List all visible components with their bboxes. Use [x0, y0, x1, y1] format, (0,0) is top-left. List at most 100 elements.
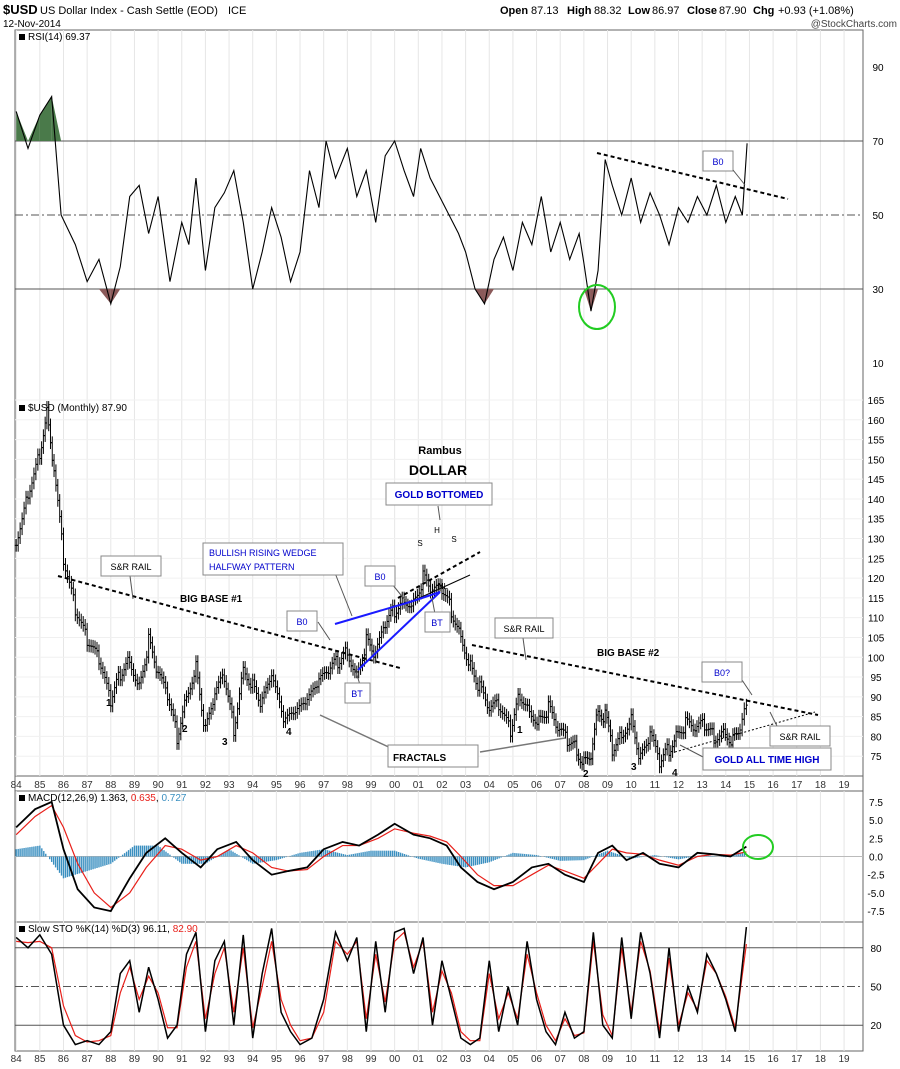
xaxis-tick-label: 14 — [720, 780, 732, 791]
price-tick-label: 85 — [870, 713, 882, 724]
nl-label: NL — [438, 582, 449, 591]
xaxis-tick-label: 09 — [602, 1054, 614, 1065]
xaxis-tick-label: 06 — [531, 780, 543, 791]
fractals-box — [387, 744, 479, 768]
xaxis-tick-label: 17 — [791, 780, 803, 791]
rsi-trendline — [596, 152, 789, 200]
base2-support-line — [674, 711, 816, 753]
xaxis-tick-label: 08 — [578, 1054, 590, 1065]
xaxis-tick-label: 02 — [436, 1054, 448, 1065]
price-layer — [14, 399, 863, 774]
rsi-tick-label: 30 — [872, 285, 884, 296]
macd-signal-value: 0.635 — [131, 793, 156, 804]
macd-tick-label: -7.5 — [867, 907, 885, 918]
xaxis-tick-label: 90 — [153, 780, 165, 791]
sr-rail-2-box — [494, 617, 554, 639]
xaxis-tick-label: 90 — [153, 1054, 165, 1065]
bo-q-box — [701, 661, 743, 683]
rsi-bo-label: B0 — [712, 157, 723, 167]
xaxis-tick-label: 84 — [11, 1054, 23, 1065]
rsi-tick-label: 90 — [872, 63, 884, 74]
h-label: H — [434, 526, 440, 535]
xaxis-tick-label: 12 — [673, 780, 685, 791]
rsi-highlight-circle — [578, 284, 616, 330]
description-label: US Dollar Index - Cash Settle (EOD) — [40, 5, 218, 17]
fractals-label: FRACTALS — [393, 753, 446, 764]
bt1-label: BT — [351, 689, 363, 699]
price-tick-label: 105 — [868, 633, 885, 644]
fractal-1b: 1 — [517, 725, 523, 736]
price-tick-label: 90 — [870, 693, 882, 704]
price-tick-label: 100 — [868, 653, 885, 664]
xaxis-tick-label: 05 — [507, 780, 519, 791]
rsi-bo-box — [702, 150, 734, 172]
xaxis-tick-label: 91 — [176, 780, 188, 791]
wedge-box — [202, 542, 344, 576]
rsi-title-swatch — [19, 34, 25, 40]
gold-ath-box — [702, 747, 832, 771]
bt1-pointer — [354, 667, 361, 686]
neckline — [414, 574, 471, 601]
base1-trendline — [57, 575, 401, 669]
xaxis-tick-label: 19 — [839, 780, 851, 791]
xaxis-tick-label: 03 — [460, 780, 472, 791]
dollar-label: DOLLAR — [409, 462, 467, 478]
xaxis-tick-label: 00 — [389, 780, 401, 791]
rsi-overbought-fill — [28, 115, 40, 141]
big-base-1-label: BIG BASE #1 — [180, 594, 243, 605]
xaxis-tick-label: 04 — [484, 780, 496, 791]
macd-title: MACD(12,26,9) 1.363, 0.635, 0.727 — [28, 793, 187, 804]
price-axis: 75 80 85 90 95 100 105 110 115 120 125 130 135 140 145… — [868, 396, 885, 763]
price-tick-label: 135 — [868, 515, 885, 526]
fractal-3b: 3 — [631, 762, 637, 773]
exchange-label: ICE — [228, 5, 246, 17]
big-base-2-label: BIG BASE #2 — [597, 648, 660, 659]
xaxis-lower: 84 85 86 87 88 89 90 91 92 93 94 95 96 97 98 99 00 01 02 03… — [11, 1054, 850, 1065]
wedge-upper-line — [334, 601, 411, 625]
xaxis-tick-label: 92 — [200, 1054, 212, 1065]
xaxis-tick-label: 01 — [413, 780, 425, 791]
wedge-lower-line — [357, 591, 441, 671]
xaxis-tick-label: 99 — [365, 780, 377, 791]
stoch-title: Slow STO %K(14) %D(3) 96.11, 82.90 — [28, 924, 198, 935]
price-tick-label: 155 — [868, 436, 885, 447]
price-tick-label: 140 — [868, 495, 885, 506]
xaxis-tick-label: 97 — [318, 780, 330, 791]
wedge-top-line — [409, 591, 441, 603]
xaxis-tick-label: 18 — [815, 780, 827, 791]
rambus-label: Rambus — [418, 445, 461, 457]
gold-ath-pointer — [679, 744, 706, 759]
xaxis-tick-label: 16 — [768, 780, 780, 791]
open-value: 87.13 — [531, 5, 559, 17]
xaxis-tick-label: 95 — [271, 780, 283, 791]
macd-tick-label: 5.0 — [869, 816, 883, 827]
xaxis-tick-label: 85 — [34, 780, 46, 791]
xaxis-tick-label: 89 — [129, 780, 141, 791]
wedge-pointer — [334, 572, 353, 617]
xaxis-tick-label: 88 — [105, 780, 117, 791]
xaxis-tick-label: 86 — [58, 780, 70, 791]
macd-hist-value: 0.727 — [161, 793, 186, 804]
rsi-overbought-fill — [16, 111, 29, 141]
xaxis-tick-label: 98 — [342, 1054, 354, 1065]
xaxis-tick-label: 95 — [271, 1054, 283, 1065]
macd-tick-label: 2.5 — [869, 834, 883, 845]
macd-value: 1.363 — [100, 793, 125, 804]
price-tick-label: 115 — [868, 594, 884, 605]
chg-label: Chg — [753, 5, 774, 17]
xaxis-tick-label: 13 — [697, 780, 709, 791]
xaxis-tick-label: 04 — [484, 1054, 496, 1065]
rsi-overbought-fill — [39, 96, 52, 141]
macd-tick-label: 7.5 — [869, 798, 883, 809]
sr-rail-1-label: S&R RAIL — [110, 562, 151, 572]
fractals-pointer-right — [479, 737, 566, 753]
stoch-title-swatch — [19, 926, 25, 932]
xaxis-tick-label: 17 — [791, 1054, 803, 1065]
xaxis-tick-label: 11 — [650, 780, 661, 791]
fractal-1a: 1 — [106, 698, 112, 709]
fractal-4b: 4 — [672, 768, 678, 779]
stoch-title-name: Slow STO %K(14) %D(3) — [28, 924, 140, 935]
xaxis-tick-label: 96 — [294, 780, 306, 791]
bt2-label: BT — [431, 618, 443, 628]
